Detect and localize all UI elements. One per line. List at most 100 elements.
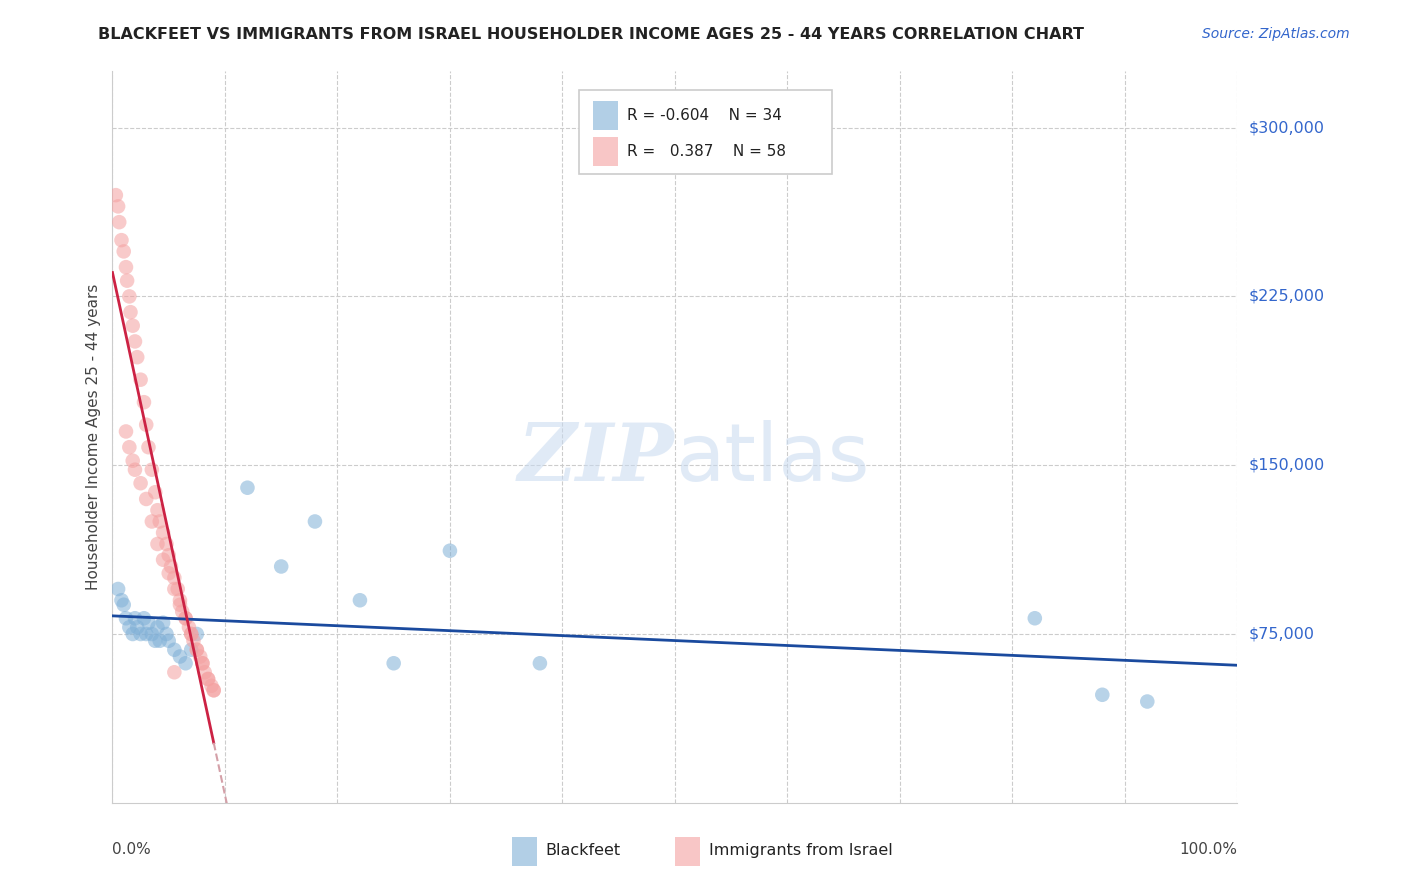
Text: atlas: atlas [675,420,869,498]
Point [107,582,129,596]
Point [104,188,127,202]
Point [141,515,163,529]
Point [149,515,172,529]
Bar [675,838,700,866]
Point [304,515,326,529]
Point [121,453,143,467]
Point [127,620,149,634]
Point [169,593,191,607]
Point [143,485,166,500]
Point [191,657,214,671]
Point [152,525,174,540]
Point [124,334,146,349]
Point [439,543,461,558]
Point [149,633,172,648]
Point [197,672,219,686]
Point [112,244,135,259]
Text: $225,000: $225,000 [1249,289,1324,304]
Bar [512,838,537,866]
Point [152,615,174,630]
Text: R =   0.387    N = 58: R = 0.387 N = 58 [627,145,786,160]
Point [118,289,141,303]
Y-axis label: Householder Income Ages 25 - 44 years: Householder Income Ages 25 - 44 years [86,284,101,591]
Point [188,649,211,664]
Point [270,559,292,574]
Point [194,665,217,680]
Point [183,633,205,648]
Point [118,440,141,454]
Point [197,672,219,686]
Point [115,260,138,275]
Text: ZIP: ZIP [517,420,675,498]
Point [529,657,551,671]
Point [157,548,180,562]
Point [115,274,138,288]
Point [180,642,202,657]
Point [163,665,186,680]
Point [146,537,169,551]
Point [135,627,157,641]
Point [118,620,141,634]
Point [236,481,259,495]
Point [152,553,174,567]
Point [143,633,166,648]
Point [155,627,177,641]
Point [141,627,163,641]
Point [1024,611,1046,625]
Point [157,633,180,648]
Text: Immigrants from Israel: Immigrants from Israel [709,843,893,858]
Point [186,627,208,641]
Text: 0.0%: 0.0% [112,842,152,856]
Point [1136,694,1159,708]
Point [132,395,155,409]
Text: BLACKFEET VS IMMIGRANTS FROM ISRAEL HOUSEHOLDER INCOME AGES 25 - 44 YEARS CORREL: BLACKFEET VS IMMIGRANTS FROM ISRAEL HOUS… [98,27,1084,42]
Point [157,566,180,581]
Point [129,373,152,387]
Bar [593,101,617,130]
Point [202,683,225,698]
Point [180,627,202,641]
Text: Source: ZipAtlas.com: Source: ZipAtlas.com [1202,27,1350,41]
Point [107,199,129,213]
Point [135,491,157,506]
Point [127,350,149,364]
FancyBboxPatch shape [579,90,832,174]
Text: Blackfeet: Blackfeet [546,843,620,858]
Point [112,598,135,612]
Point [174,611,197,625]
Point [382,657,405,671]
Point [1091,688,1114,702]
Point [349,593,371,607]
Point [124,611,146,625]
Point [146,620,169,634]
Point [155,537,177,551]
Point [163,642,186,657]
Text: $150,000: $150,000 [1249,458,1324,473]
Point [160,559,183,574]
Text: $75,000: $75,000 [1249,626,1315,641]
Point [172,605,194,619]
Point [180,627,202,641]
Point [177,620,200,634]
Point [132,611,155,625]
Point [121,318,143,333]
Text: 100.0%: 100.0% [1180,842,1237,856]
Point [110,593,132,607]
Point [129,476,152,491]
Point [138,440,160,454]
Point [124,463,146,477]
Point [202,683,225,698]
Point [163,582,186,596]
Point [169,598,191,612]
Point [191,657,214,671]
Point [186,642,208,657]
Point [200,679,222,693]
Text: $300,000: $300,000 [1249,120,1324,135]
Point [138,615,160,630]
Point [121,627,143,641]
Point [174,657,197,671]
Point [108,215,131,229]
Text: R = -0.604    N = 34: R = -0.604 N = 34 [627,108,782,123]
Point [115,425,138,439]
Point [115,611,138,625]
